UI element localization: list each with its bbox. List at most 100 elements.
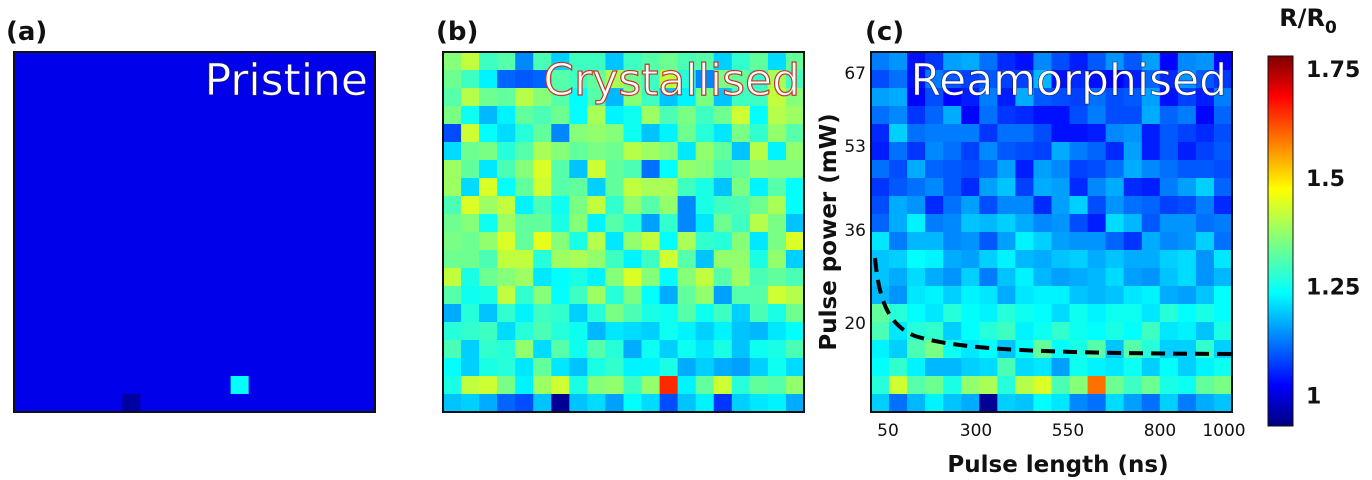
heatmap-cell (284, 124, 304, 143)
heatmap-cell (1177, 142, 1197, 161)
heatmap-cell (320, 376, 340, 395)
heatmap-cell (302, 142, 322, 161)
heatmap-cell (623, 268, 643, 287)
heatmap-cell (605, 160, 625, 179)
heatmap-cell (158, 160, 178, 179)
heatmap-cell (338, 214, 358, 233)
heatmap-cell (104, 394, 123, 413)
heatmap-cell (1123, 250, 1143, 269)
heatmap-cell (443, 376, 462, 395)
heatmap-cell (1087, 250, 1107, 269)
heatmap-cell (443, 268, 462, 287)
heatmap-cell (785, 106, 805, 125)
heatmap-cell (1195, 88, 1215, 107)
heatmap-cell (1177, 178, 1197, 197)
heatmap-cell (979, 376, 998, 395)
heatmap-cell (889, 178, 908, 197)
heatmap-cell (248, 160, 268, 179)
heatmap-cell (677, 214, 697, 233)
heatmap-cell (605, 340, 625, 359)
heatmap-cell (1177, 52, 1197, 71)
heatmap-cell (443, 88, 462, 107)
heatmap-cell (871, 52, 890, 71)
heatmap-cell (194, 286, 214, 305)
heatmap-cell (943, 142, 962, 161)
heatmap-cell (1087, 358, 1107, 377)
heatmap-cell (1141, 394, 1161, 413)
heatmap-cell (176, 142, 196, 161)
heatmap-cell (767, 88, 787, 107)
heatmap-cell (925, 52, 944, 71)
heatmap-cell (302, 322, 322, 341)
heatmap-cell (1195, 196, 1215, 215)
heatmap-cell (587, 214, 607, 233)
heatmap-cell (176, 376, 196, 395)
heatmap-cell (677, 286, 697, 305)
heatmap-cell (1123, 178, 1143, 197)
heatmap-cell (943, 232, 962, 251)
heatmap-cell (14, 178, 33, 197)
heatmap-cell (356, 340, 376, 359)
heatmap-cell (623, 52, 643, 71)
heatmap-cell (302, 196, 322, 215)
heatmap-cell (871, 322, 890, 341)
heatmap-cell (86, 376, 105, 395)
heatmap-cell (1195, 142, 1215, 161)
heatmap-cell (677, 304, 697, 323)
heatmap-cell (86, 142, 105, 161)
heatmap-cell (158, 394, 178, 413)
heatmap-cell (925, 304, 944, 323)
heatmap-cell (1159, 250, 1179, 269)
heatmap-cell (1123, 376, 1143, 395)
heatmap-cell (338, 376, 358, 395)
heatmap-cell (320, 196, 340, 215)
heatmap-cell (871, 358, 890, 377)
heatmap-cell (302, 178, 322, 197)
heatmap-cell (1033, 106, 1053, 125)
heatmap-cell (569, 394, 588, 413)
heatmap-cell (86, 358, 105, 377)
heatmap-cell (997, 142, 1016, 161)
heatmap-cell (479, 52, 498, 71)
heatmap-cell (785, 142, 805, 161)
heatmap-cell (533, 106, 552, 125)
heatmap-cell (1033, 70, 1053, 89)
panel-label-c: (c) (865, 17, 904, 47)
heatmap-cell (50, 52, 69, 71)
heatmap-cell (68, 250, 87, 269)
heatmap-cell (997, 214, 1016, 233)
heatmap-cell (889, 196, 908, 215)
heatmap-cell (461, 376, 480, 395)
heatmap-cell (767, 358, 787, 377)
heatmap-cell (338, 52, 358, 71)
heatmap-cell (997, 322, 1016, 341)
heatmap-cell (194, 52, 214, 71)
heatmap-cell (212, 106, 232, 125)
heatmap-cell (695, 340, 715, 359)
heatmap-cell (50, 322, 69, 341)
heatmap-cell (515, 70, 534, 89)
heatmap-cell (1105, 340, 1125, 359)
heatmap-cell (479, 358, 498, 377)
heatmap-cell (1177, 358, 1197, 377)
heatmap-crystallised (443, 52, 805, 413)
heatmap-cell (1159, 142, 1179, 161)
heatmap-cell (515, 286, 534, 305)
heatmap-cell (1051, 286, 1071, 305)
heatmap-cell (979, 286, 998, 305)
heatmap-cell (1087, 124, 1107, 143)
heatmap-cell (641, 376, 661, 395)
heatmap-cell (176, 178, 196, 197)
heatmap-cell (230, 304, 250, 323)
heatmap-cell (551, 88, 570, 107)
heatmap-cell (68, 178, 87, 197)
heatmap-cell (86, 214, 105, 233)
heatmap-cell (1177, 268, 1197, 287)
heatmap-cell (605, 322, 625, 341)
heatmap-cell (659, 340, 679, 359)
heatmap-cell (749, 376, 769, 395)
heatmap-cell (140, 52, 159, 71)
heatmap-cell (889, 376, 908, 395)
heatmap-cell (50, 160, 69, 179)
heatmap-cell (338, 124, 358, 143)
